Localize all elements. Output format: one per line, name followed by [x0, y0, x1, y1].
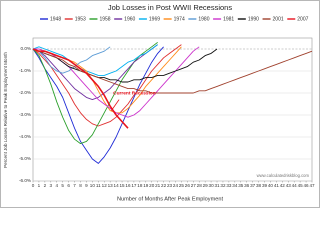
x-tick-label: 0 — [32, 183, 35, 188]
x-tick-label: 45 — [298, 183, 304, 188]
series-line — [32, 46, 111, 74]
y-tick-label: -2.0% — [19, 90, 31, 95]
annotation: Current Recession — [113, 90, 156, 96]
x-tick-label: 7 — [73, 183, 76, 188]
x-tick-label: 47 — [309, 183, 315, 188]
x-tick-label: 42 — [280, 183, 286, 188]
legend-label: 1948 — [50, 16, 61, 22]
legend-label: 1980 — [198, 16, 209, 22]
x-tick-label: 22 — [161, 183, 167, 188]
y-tick-label: -6.0% — [19, 178, 31, 183]
x-tick-label: 9 — [85, 183, 88, 188]
x-tick-label: 28 — [197, 183, 203, 188]
series-line — [32, 44, 158, 101]
x-tick-label: 11 — [96, 183, 101, 188]
chart: Job Losses in Post WWII Recessions Numbe… — [0, 0, 320, 208]
x-tick-label: 24 — [173, 183, 179, 188]
x-tick-label: 25 — [179, 183, 185, 188]
x-tick-label: 15 — [119, 183, 125, 188]
legend-label: 1969 — [149, 16, 160, 22]
x-tick-label: 40 — [268, 183, 274, 188]
x-tick-label: 35 — [238, 183, 244, 188]
x-tick-label: 33 — [226, 183, 232, 188]
x-axis-label: Number of Months After Peak Employment — [117, 196, 223, 202]
annotation-arrow — [111, 99, 120, 111]
x-tick-label: 17 — [131, 183, 137, 188]
x-tick-label: 32 — [220, 183, 226, 188]
legend-label: 1981 — [223, 16, 234, 22]
x-tick-label: 43 — [286, 183, 292, 188]
legend-label: 1974 — [174, 16, 185, 22]
annotation-arrowhead — [111, 108, 114, 111]
legend-label: 1960 — [124, 16, 135, 22]
series-line — [32, 44, 182, 127]
series-line — [32, 42, 158, 145]
x-tick-label: 39 — [262, 183, 268, 188]
series-line — [32, 44, 158, 76]
x-tick-label: 6 — [67, 183, 70, 188]
plot-background — [32, 37, 313, 182]
x-tick-label: 14 — [114, 183, 120, 188]
watermark: www.calculatedriskblog.com — [257, 173, 310, 178]
series-line — [32, 48, 313, 94]
x-tick-label: 18 — [137, 183, 143, 188]
series-line — [32, 46, 164, 164]
x-tick-label: 27 — [191, 183, 197, 188]
x-tick-label: 30 — [209, 183, 215, 188]
x-tick-label: 2 — [44, 183, 47, 188]
x-tick-label: 34 — [232, 183, 238, 188]
legend-label: 1953 — [75, 16, 86, 22]
x-tick-label: 16 — [125, 183, 131, 188]
x-tick-label: 20 — [149, 183, 155, 188]
chart-title: Job Losses in Post WWII Recessions — [108, 3, 232, 12]
x-tick-label: 4 — [55, 183, 58, 188]
x-tick-label: 21 — [155, 183, 161, 188]
x-tick-label: 10 — [90, 183, 96, 188]
x-tick-label: 37 — [250, 183, 256, 188]
x-tick-label: 13 — [108, 183, 114, 188]
y-axis-label: Percent Job Losses Relative to Peak Empl… — [3, 52, 8, 168]
x-tick-label: 44 — [292, 183, 298, 188]
y-tick-label: 0.0% — [21, 46, 31, 51]
x-tick-label: 29 — [203, 183, 209, 188]
y-tick-label: -5.0% — [19, 156, 31, 161]
legend-label: 1958 — [99, 16, 110, 22]
legend-label: 2007 — [297, 16, 308, 22]
x-tick-label: 36 — [244, 183, 250, 188]
y-tick-label: -3.0% — [19, 112, 31, 117]
x-tick-label: 41 — [274, 183, 280, 188]
x-tick-label: 31 — [214, 183, 220, 188]
x-tick-label: 3 — [50, 183, 53, 188]
legend-label: 2001 — [273, 16, 284, 22]
legend-label: 1990 — [248, 16, 259, 22]
x-tick-label: 8 — [79, 183, 82, 188]
x-tick-label: 26 — [185, 183, 191, 188]
x-tick-label: 19 — [143, 183, 149, 188]
x-tick-label: 12 — [102, 183, 108, 188]
y-tick-label: -4.0% — [19, 134, 31, 139]
x-tick-label: 23 — [167, 183, 173, 188]
x-tick-label: 38 — [256, 183, 262, 188]
series-line — [32, 48, 218, 83]
x-tick-label: 5 — [61, 183, 64, 188]
y-tick-label: -1.0% — [19, 68, 31, 73]
x-tick-label: 1 — [38, 183, 41, 188]
x-tick-label: 46 — [304, 183, 310, 188]
